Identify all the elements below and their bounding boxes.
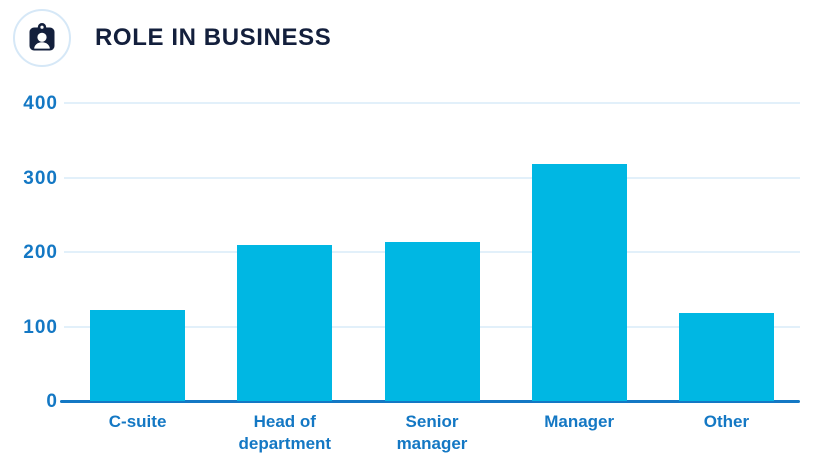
chart-header: ROLE IN BUSINESS: [13, 9, 331, 67]
bar-other: [678, 313, 774, 401]
bar-head-of-department: [237, 244, 333, 401]
x-axis-label-c-suite: C-suite: [108, 412, 167, 431]
x-axis-label-senior-manager: Senior manager: [396, 412, 468, 454]
y-tick-label: 0: [46, 391, 58, 412]
bar-manager: [531, 164, 627, 401]
x-axis-line: [60, 400, 800, 403]
y-tick-label: 100: [23, 316, 58, 338]
y-tick-label: 400: [23, 93, 58, 114]
x-axis-label-other: Other: [703, 412, 750, 431]
id-badge-icon: [29, 23, 55, 51]
gridline: [64, 176, 800, 179]
bar-senior-manager: [384, 241, 480, 401]
chart-title: ROLE IN BUSINESS: [95, 24, 332, 51]
y-tick-label: 300: [23, 167, 58, 189]
y-tick-label: 200: [23, 242, 58, 263]
bar-c-suite: [90, 310, 186, 401]
gridline: [64, 102, 800, 104]
icon-ring: [13, 9, 71, 67]
x-axis-label-manager: Manager: [544, 412, 615, 431]
x-axis-label-head-of-department: Head of department: [238, 412, 332, 454]
